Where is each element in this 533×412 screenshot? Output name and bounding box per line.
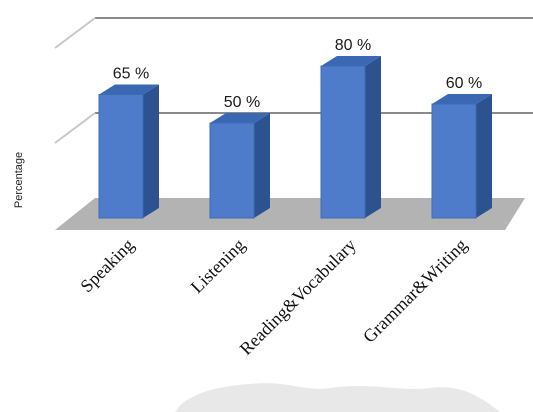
bar-side-1 — [254, 113, 270, 218]
bar-side-3 — [476, 94, 492, 218]
data-label-1: 50 % — [224, 94, 260, 111]
bar-1 — [209, 122, 255, 219]
data-label-3: 60 % — [446, 75, 482, 92]
bar-0 — [98, 94, 144, 219]
bar-side-0 — [143, 84, 159, 218]
bottom-paper-shadow — [175, 383, 500, 412]
bar-2 — [320, 65, 366, 219]
category-label-1: Listening — [187, 235, 249, 297]
data-label-2: 80 % — [335, 37, 371, 54]
gridline-wall-50 — [54, 112, 96, 144]
bar-top-3 — [432, 94, 492, 104]
chart-floor — [55, 198, 525, 230]
data-label-0: 65 % — [113, 66, 149, 83]
bar-top-1 — [210, 113, 270, 123]
gridline-wall-100 — [54, 17, 96, 49]
category-label-2: Reading&Vocabulary — [236, 235, 360, 359]
plot-area: 65 % Speaking 50 % Listening 80 % Reading&Voc… — [54, 17, 533, 359]
bar-side-2 — [365, 56, 381, 218]
y-axis-label: Percentage — [13, 152, 25, 208]
bar-3 — [431, 103, 477, 219]
category-label-0: Speaking — [76, 235, 138, 297]
category-label-3: Grammar&Writing — [359, 235, 471, 347]
bar-top-2 — [321, 56, 381, 66]
bar-top-0 — [99, 84, 159, 95]
